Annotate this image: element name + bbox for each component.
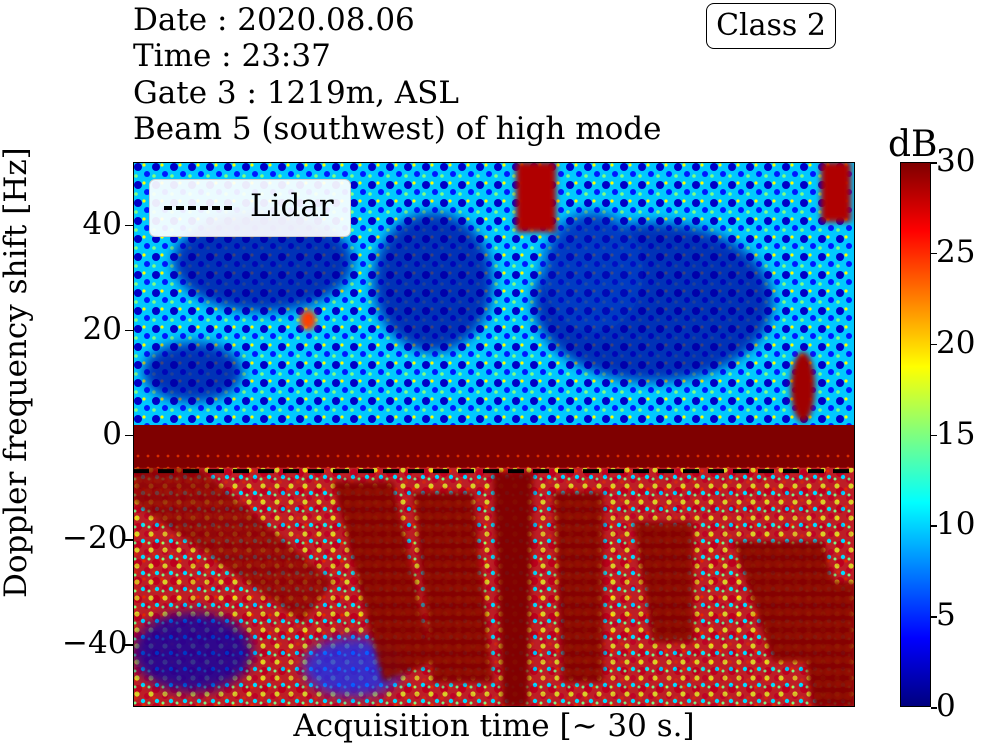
header-beam: Beam 5 (southwest) of high mode — [133, 111, 662, 147]
header-time: Time : 23:37 — [133, 38, 331, 74]
y-tick-label: −20 — [62, 520, 128, 557]
header-gate: Gate 3 : 1219m, ASL — [133, 75, 459, 111]
y-tick-mark — [125, 644, 133, 646]
colorbar — [900, 162, 931, 707]
header-date: Date : 2020.08.06 — [133, 2, 415, 38]
colorbar-tick-label: 10 — [936, 506, 976, 543]
y-tick-mark — [125, 224, 133, 227]
upper-burst-column — [300, 162, 851, 422]
y-tick-label: 20 — [82, 310, 122, 347]
spectrogram-plot — [133, 162, 855, 707]
y-tick-mark — [125, 329, 133, 332]
colorbar-tick-mark — [931, 252, 937, 255]
x-axis-label: Acquisition time [~ 30 s.] — [293, 708, 695, 744]
colorbar-tick-mark — [931, 343, 937, 346]
legend-lidar-swatch — [164, 206, 232, 210]
y-axis-label: Doppler frequency shift [Hz] — [0, 147, 34, 598]
y-tick-label: −40 — [62, 625, 128, 662]
plot-frame — [133, 162, 855, 707]
y-tick-mark — [125, 539, 133, 541]
y-tick-label: 40 — [82, 205, 122, 242]
low-power-patches — [133, 212, 773, 697]
colorbar-tick-label: 15 — [936, 415, 976, 452]
legend: Lidar — [149, 179, 351, 237]
class-badge: Class 2 — [706, 3, 836, 49]
colorbar-tick-label: 0 — [936, 688, 956, 724]
colorbar-tick-label: 5 — [936, 597, 956, 634]
colorbar-tick-mark — [931, 525, 937, 527]
colorbar-tick-label: 25 — [936, 233, 976, 270]
colorbar-tick-mark — [931, 434, 937, 436]
y-tick-mark — [125, 434, 133, 436]
high-power-streaks — [133, 462, 855, 707]
y-tick-label: 0 — [102, 415, 122, 452]
colorbar-tick-label: 20 — [936, 324, 976, 361]
colorbar-tick-mark — [931, 707, 937, 709]
colorbar-unit: dB — [888, 124, 938, 165]
colorbar-tick-label: 30 — [936, 143, 976, 179]
legend-lidar-label: Lidar — [250, 188, 334, 224]
colorbar-tick-mark — [931, 162, 937, 164]
colorbar-tick-mark — [931, 616, 937, 618]
